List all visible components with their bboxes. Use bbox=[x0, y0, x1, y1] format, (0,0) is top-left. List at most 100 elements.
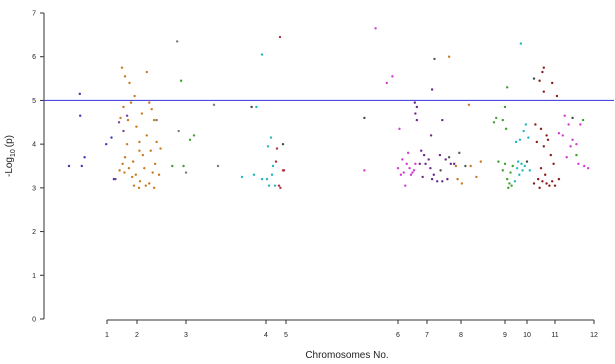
x-tick-label: 7 bbox=[425, 332, 429, 339]
data-point bbox=[148, 101, 150, 103]
data-point bbox=[506, 178, 508, 180]
data-point bbox=[430, 134, 432, 136]
data-point bbox=[131, 176, 133, 178]
data-point bbox=[126, 143, 128, 145]
data-point bbox=[521, 169, 523, 171]
data-point bbox=[446, 178, 448, 180]
data-point bbox=[493, 121, 495, 123]
data-point bbox=[558, 132, 560, 134]
data-point bbox=[579, 123, 581, 125]
data-point bbox=[138, 150, 140, 152]
data-point bbox=[510, 184, 512, 186]
x-tick-label: 5 bbox=[284, 332, 288, 339]
x-axis-ticks: 1 2 3 4 5 6 7 8 9 10 11 12 bbox=[105, 320, 598, 339]
data-point bbox=[154, 163, 156, 165]
data-point bbox=[541, 71, 543, 73]
data-point bbox=[424, 163, 426, 165]
data-point bbox=[121, 163, 123, 165]
data-point bbox=[517, 160, 519, 162]
x-tick-label: 6 bbox=[396, 332, 400, 339]
data-point bbox=[587, 167, 589, 169]
data-point bbox=[110, 136, 112, 138]
data-point bbox=[464, 165, 466, 167]
data-point bbox=[189, 139, 191, 141]
data-point bbox=[554, 184, 556, 186]
data-point bbox=[138, 187, 140, 189]
data-point bbox=[540, 167, 542, 169]
data-point bbox=[538, 187, 540, 189]
y-tick-label: 1 bbox=[32, 273, 36, 280]
data-point bbox=[571, 117, 573, 119]
data-point bbox=[508, 182, 510, 184]
data-point bbox=[551, 82, 553, 84]
data-point bbox=[261, 178, 263, 180]
data-point bbox=[551, 180, 553, 182]
data-point bbox=[146, 134, 148, 136]
data-point bbox=[270, 136, 272, 138]
data-point bbox=[512, 165, 514, 167]
data-point bbox=[566, 156, 568, 158]
data-point bbox=[150, 150, 152, 152]
data-point bbox=[143, 167, 145, 169]
x-tick-label: 1 bbox=[105, 332, 109, 339]
data-point bbox=[526, 160, 528, 162]
x-tick-label: 8 bbox=[459, 332, 463, 339]
y-tick-label: 6 bbox=[32, 54, 36, 61]
x-tick-label: 11 bbox=[551, 332, 558, 339]
data-point bbox=[114, 178, 116, 180]
data-point bbox=[185, 171, 187, 173]
data-point bbox=[275, 160, 277, 162]
data-point bbox=[562, 134, 564, 136]
data-point bbox=[118, 121, 120, 123]
data-point bbox=[423, 154, 425, 156]
y-axis-title-prefix: -Log bbox=[4, 157, 15, 177]
data-point bbox=[420, 150, 422, 152]
data-point bbox=[130, 101, 132, 103]
y-axis-ticks: 0 1 2 3 4 5 6 7 bbox=[32, 11, 44, 324]
data-point bbox=[524, 165, 526, 167]
data-point bbox=[282, 143, 284, 145]
data-point bbox=[520, 42, 522, 44]
data-point bbox=[455, 165, 457, 167]
data-point bbox=[519, 139, 521, 141]
data-point bbox=[575, 143, 577, 145]
data-point bbox=[552, 163, 554, 165]
data-point bbox=[506, 86, 508, 88]
data-point bbox=[410, 174, 412, 176]
data-point bbox=[79, 115, 81, 117]
data-point bbox=[475, 176, 477, 178]
y-tick-label: 2 bbox=[32, 229, 36, 236]
data-point bbox=[279, 187, 281, 189]
data-point bbox=[255, 106, 257, 108]
data-point bbox=[433, 174, 435, 176]
data-point bbox=[406, 163, 408, 165]
data-point bbox=[276, 147, 278, 149]
y-axis-title: -Log10 (p) bbox=[4, 135, 17, 177]
data-point bbox=[83, 156, 85, 158]
data-point bbox=[363, 169, 365, 171]
data-point bbox=[431, 178, 433, 180]
data-point bbox=[547, 139, 549, 141]
data-point bbox=[177, 130, 179, 132]
data-point bbox=[448, 156, 450, 158]
y-tick-label: 5 bbox=[32, 98, 36, 105]
data-point bbox=[119, 117, 121, 119]
data-point bbox=[217, 165, 219, 167]
data-point bbox=[124, 156, 126, 158]
data-point bbox=[253, 174, 255, 176]
data-point bbox=[123, 171, 125, 173]
data-point bbox=[124, 75, 126, 77]
data-point bbox=[158, 174, 160, 176]
data-point bbox=[386, 82, 388, 84]
data-point bbox=[558, 178, 560, 180]
data-point bbox=[182, 165, 184, 167]
data-point bbox=[139, 180, 141, 182]
data-point bbox=[419, 163, 421, 165]
data-point bbox=[81, 165, 83, 167]
data-point bbox=[529, 169, 531, 171]
data-point bbox=[272, 165, 274, 167]
data-point bbox=[413, 169, 415, 171]
data-point bbox=[155, 119, 157, 121]
data-point bbox=[429, 167, 431, 169]
